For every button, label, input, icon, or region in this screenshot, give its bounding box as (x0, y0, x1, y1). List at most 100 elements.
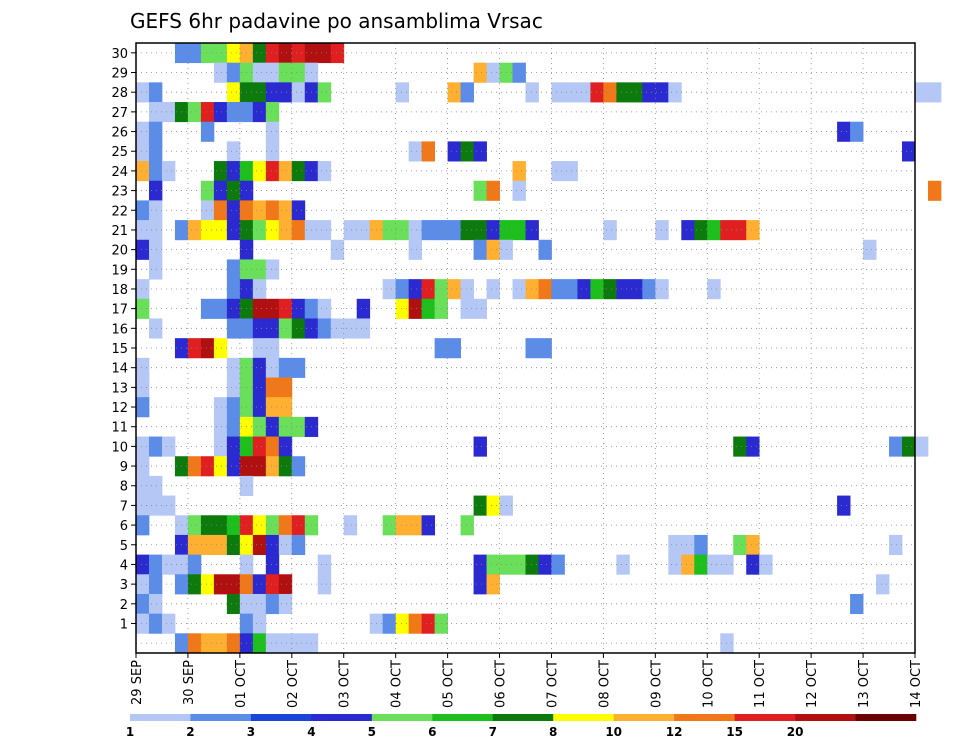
heatmap-cell (226, 279, 241, 300)
heatmap-cell (252, 279, 267, 300)
heatmap-cell (317, 43, 332, 64)
heatmap-cell (252, 574, 267, 595)
heatmap-cell (525, 82, 539, 103)
heatmap-cell (525, 279, 539, 300)
heatmap-cell (577, 279, 591, 300)
heatmap-cell (226, 200, 241, 221)
heatmap-cell (226, 633, 241, 654)
colorbar-label: 10 (605, 725, 622, 739)
heatmap-cell (148, 436, 163, 457)
heatmap-cell (733, 220, 747, 241)
heatmap-cell (512, 62, 526, 83)
heatmap-cell (395, 298, 410, 319)
heatmap-cell (226, 82, 241, 103)
x-tick-label: 06 OCT (494, 660, 509, 708)
heatmap-cell (226, 377, 241, 398)
heatmap-cell (486, 180, 500, 201)
x-tick-label: 05 OCT (442, 660, 457, 708)
y-tick-label: 13 (111, 381, 128, 396)
heatmap-cell (343, 220, 358, 241)
heatmap-cell (187, 220, 202, 241)
heatmap-cell (252, 593, 267, 615)
heatmap-cell (213, 200, 228, 221)
heatmap-cell (265, 141, 280, 162)
heatmap-cell (915, 82, 929, 103)
heatmap-cell (226, 298, 241, 319)
heatmap-cell (265, 43, 280, 64)
heatmap-cell (642, 279, 656, 300)
heatmap-cell (252, 456, 267, 477)
heatmap-cell (278, 377, 293, 398)
y-tick-label: 2 (120, 598, 128, 613)
x-axis: 29 SEP 30 SEP 01 OCT 02 OCT 03 OCT 04 OCT 05 O… (130, 653, 924, 708)
heatmap-cell (863, 239, 877, 260)
heatmap-cell (291, 456, 306, 477)
heatmap-cell (616, 279, 630, 300)
heatmap-cell (226, 534, 241, 556)
y-tick-label: 21 (111, 224, 128, 239)
heatmap-cell (707, 554, 721, 575)
heatmap-cell (187, 534, 202, 556)
heatmap-cell (408, 220, 423, 241)
heatmap-cell (382, 515, 397, 536)
heatmap-cell (538, 338, 552, 359)
heatmap-cell (927, 82, 942, 103)
heatmap-cell (136, 357, 150, 378)
heatmap-cell (356, 220, 371, 241)
heatmap-cell (252, 200, 267, 221)
heatmap-cell (226, 62, 241, 83)
heatmap-cell (265, 200, 280, 221)
heatmap-cell (278, 574, 293, 595)
heatmap-cell (136, 593, 150, 615)
heatmap-cell (746, 436, 760, 457)
heatmap-cell (136, 82, 150, 103)
x-tick-label: 13 OCT (857, 660, 872, 708)
heatmap-cell (278, 416, 293, 437)
heatmap-cell (252, 259, 267, 280)
heatmap-cell (148, 475, 163, 496)
heatmap-cell (525, 220, 539, 241)
heatmap-cell (473, 141, 487, 162)
heatmap-cell (252, 377, 267, 398)
heatmap-cell (213, 436, 228, 457)
heatmap-cell (655, 82, 669, 103)
heatmap-cell (486, 239, 500, 260)
heatmap-cell (252, 298, 267, 319)
heatmap-cell (226, 102, 241, 123)
heatmap-cell (395, 82, 410, 103)
heatmap-cell (590, 279, 604, 300)
colorbar-swatch (311, 714, 373, 721)
y-tick-label: 12 (111, 401, 128, 416)
heatmap-cell (226, 397, 241, 418)
heatmap-cell (226, 574, 241, 595)
heatmap-cell (252, 357, 267, 378)
heatmap-cell (408, 141, 423, 162)
heatmap-cell (473, 574, 487, 595)
heatmap-cell (200, 338, 215, 359)
y-tick-label: 27 (111, 106, 128, 121)
x-tick-label: 30 SEP (182, 660, 197, 705)
heatmap-cell (837, 121, 851, 142)
heatmap-cell (226, 436, 241, 457)
colorbar-label: 15 (726, 725, 743, 739)
heatmap-cell (395, 613, 410, 634)
grid-lines (136, 43, 915, 653)
heatmap-cell (330, 239, 345, 260)
heatmap-cell (136, 377, 150, 398)
heatmap-cell (265, 515, 280, 536)
heatmap-cell (616, 82, 630, 103)
colorbar-swatch (492, 714, 554, 721)
heatmap-cell (421, 515, 436, 536)
y-tick-label: 18 (111, 283, 128, 298)
heatmap-cell (187, 515, 202, 536)
heatmap-cell (317, 161, 332, 182)
heatmap-cell (512, 180, 526, 201)
heatmap-cell (473, 220, 487, 241)
heatmap-cell (512, 554, 526, 575)
heatmap-cell (278, 436, 293, 457)
heatmap-cell (317, 220, 332, 241)
heatmap-cell (408, 613, 423, 634)
colorbar-label: 20 (787, 725, 804, 739)
heatmap-cell (213, 633, 228, 654)
heatmap-cell (746, 534, 760, 556)
